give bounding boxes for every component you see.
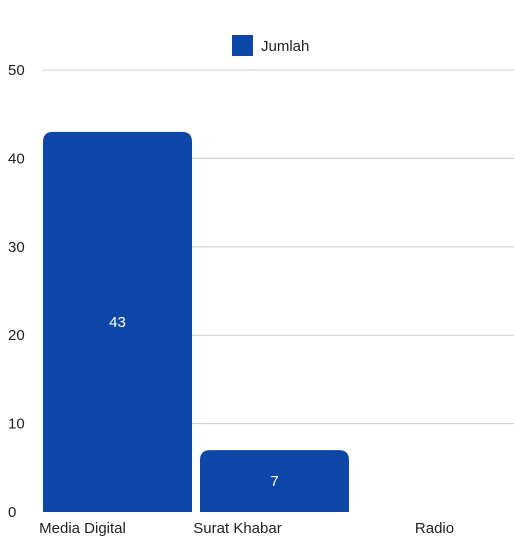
bar-surat-khabar bbox=[200, 450, 349, 512]
data-label: 7 bbox=[270, 473, 278, 490]
x-category-label: Surat Khabar bbox=[193, 520, 281, 537]
y-tick-label: 20 bbox=[8, 327, 25, 344]
y-axis-ticks: 0 10 20 30 40 50 bbox=[8, 62, 25, 521]
x-category-label: Media Digital bbox=[39, 520, 126, 537]
legend-label: Jumlah bbox=[261, 38, 309, 55]
bar-media-digital bbox=[43, 131, 192, 512]
y-tick-label: 50 bbox=[8, 62, 25, 79]
data-labels: 43 7 bbox=[109, 314, 279, 490]
bars bbox=[43, 131, 349, 512]
y-tick-label: 10 bbox=[8, 416, 25, 433]
x-axis-categories: Media Digital Surat Khabar Radio bbox=[39, 520, 454, 537]
y-tick-label: 0 bbox=[8, 504, 16, 521]
legend-swatch bbox=[232, 35, 253, 56]
data-label: 43 bbox=[109, 314, 126, 331]
x-category-label: Radio bbox=[415, 520, 454, 537]
legend: Jumlah bbox=[232, 35, 309, 56]
y-tick-label: 30 bbox=[8, 239, 25, 256]
y-tick-label: 40 bbox=[8, 150, 25, 167]
